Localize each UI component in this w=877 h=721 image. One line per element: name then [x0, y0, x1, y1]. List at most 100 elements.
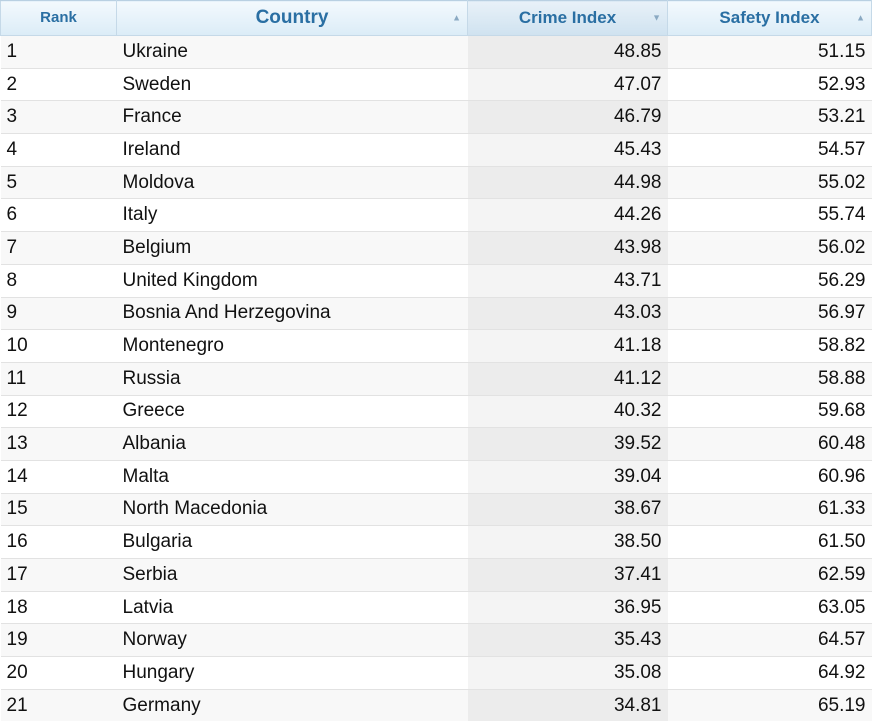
- safety-index-cell: 56.97: [668, 297, 872, 330]
- country-cell: Serbia: [117, 559, 468, 592]
- rank-cell: 5: [1, 166, 117, 199]
- country-cell: Norway: [117, 624, 468, 657]
- country-cell: Russia: [117, 362, 468, 395]
- rank-cell: 16: [1, 526, 117, 559]
- crime-index-cell: 47.07: [468, 68, 668, 101]
- crime-index-cell: 43.71: [468, 264, 668, 297]
- column-header-crime-index[interactable]: Crime Index ▼: [468, 1, 668, 36]
- safety-index-cell: 55.74: [668, 199, 872, 232]
- safety-index-cell: 64.57: [668, 624, 872, 657]
- rank-cell: 7: [1, 232, 117, 265]
- column-header-safety-index-label: Safety Index: [719, 8, 819, 28]
- safety-index-cell: 60.48: [668, 428, 872, 461]
- rank-cell: 3: [1, 101, 117, 134]
- rank-cell: 2: [1, 68, 117, 101]
- safety-index-cell: 54.57: [668, 134, 872, 167]
- sort-ascending-icon[interactable]: ▲: [452, 14, 461, 23]
- column-header-safety-index[interactable]: Safety Index ▲: [668, 1, 872, 36]
- safety-index-cell: 51.15: [668, 36, 872, 69]
- safety-index-cell: 53.21: [668, 101, 872, 134]
- rank-cell: 19: [1, 624, 117, 657]
- crime-index-cell: 38.67: [468, 493, 668, 526]
- country-cell: United Kingdom: [117, 264, 468, 297]
- crime-index-cell: 38.50: [468, 526, 668, 559]
- safety-index-cell: 61.33: [668, 493, 872, 526]
- rank-cell: 15: [1, 493, 117, 526]
- column-header-country[interactable]: Country ▲: [117, 1, 468, 36]
- country-cell: Latvia: [117, 591, 468, 624]
- safety-index-cell: 56.29: [668, 264, 872, 297]
- safety-index-cell: 59.68: [668, 395, 872, 428]
- crime-index-cell: 34.81: [468, 689, 668, 721]
- rank-cell: 17: [1, 559, 117, 592]
- safety-index-cell: 56.02: [668, 232, 872, 265]
- country-cell: Bulgaria: [117, 526, 468, 559]
- rank-cell: 18: [1, 591, 117, 624]
- crime-index-cell: 44.98: [468, 166, 668, 199]
- sort-ascending-icon[interactable]: ▲: [856, 14, 865, 23]
- crime-index-cell: 44.26: [468, 199, 668, 232]
- crime-index-cell: 41.18: [468, 330, 668, 363]
- safety-index-cell: 64.92: [668, 657, 872, 690]
- rank-cell: 14: [1, 460, 117, 493]
- safety-index-cell: 55.02: [668, 166, 872, 199]
- crime-index-cell: 45.43: [468, 134, 668, 167]
- crime-index-cell: 43.98: [468, 232, 668, 265]
- column-header-crime-index-label: Crime Index: [519, 8, 616, 28]
- crime-index-cell: 39.52: [468, 428, 668, 461]
- rank-cell: 12: [1, 395, 117, 428]
- rank-cell: 10: [1, 330, 117, 363]
- table-header-row: Rank Country ▲ Crime Index ▼ Safety Inde…: [1, 1, 872, 36]
- rank-cell: 21: [1, 689, 117, 721]
- country-cell: Italy: [117, 199, 468, 232]
- column-header-rank[interactable]: Rank: [1, 1, 117, 36]
- country-cell: Albania: [117, 428, 468, 461]
- crime-index-cell: 40.32: [468, 395, 668, 428]
- rank-cell: 13: [1, 428, 117, 461]
- safety-index-cell: 63.05: [668, 591, 872, 624]
- country-cell: Ireland: [117, 134, 468, 167]
- safety-index-cell: 65.19: [668, 689, 872, 721]
- crime-index-cell: 37.41: [468, 559, 668, 592]
- crime-index-cell: 35.08: [468, 657, 668, 690]
- rank-cell: 20: [1, 657, 117, 690]
- rank-cell: 9: [1, 297, 117, 330]
- rank-cell: 4: [1, 134, 117, 167]
- country-cell: Hungary: [117, 657, 468, 690]
- country-cell: Bosnia And Herzegovina: [117, 297, 468, 330]
- sort-descending-icon[interactable]: ▼: [652, 14, 661, 23]
- crime-index-cell: 43.03: [468, 297, 668, 330]
- rank-cell: 11: [1, 362, 117, 395]
- rank-cell: 8: [1, 264, 117, 297]
- safety-index-cell: 61.50: [668, 526, 872, 559]
- country-cell: North Macedonia: [117, 493, 468, 526]
- rank-cell: 1: [1, 36, 117, 69]
- safety-index-cell: 62.59: [668, 559, 872, 592]
- crime-index-cell: 36.95: [468, 591, 668, 624]
- country-cell: Sweden: [117, 68, 468, 101]
- safety-index-cell: 52.93: [668, 68, 872, 101]
- country-cell: Moldova: [117, 166, 468, 199]
- crime-index-cell: 46.79: [468, 101, 668, 134]
- country-cell: Greece: [117, 395, 468, 428]
- country-cell: Germany: [117, 689, 468, 721]
- country-cell: Montenegro: [117, 330, 468, 363]
- safety-index-cell: 58.88: [668, 362, 872, 395]
- crime-index-cell: 41.12: [468, 362, 668, 395]
- column-header-rank-label: Rank: [40, 9, 77, 26]
